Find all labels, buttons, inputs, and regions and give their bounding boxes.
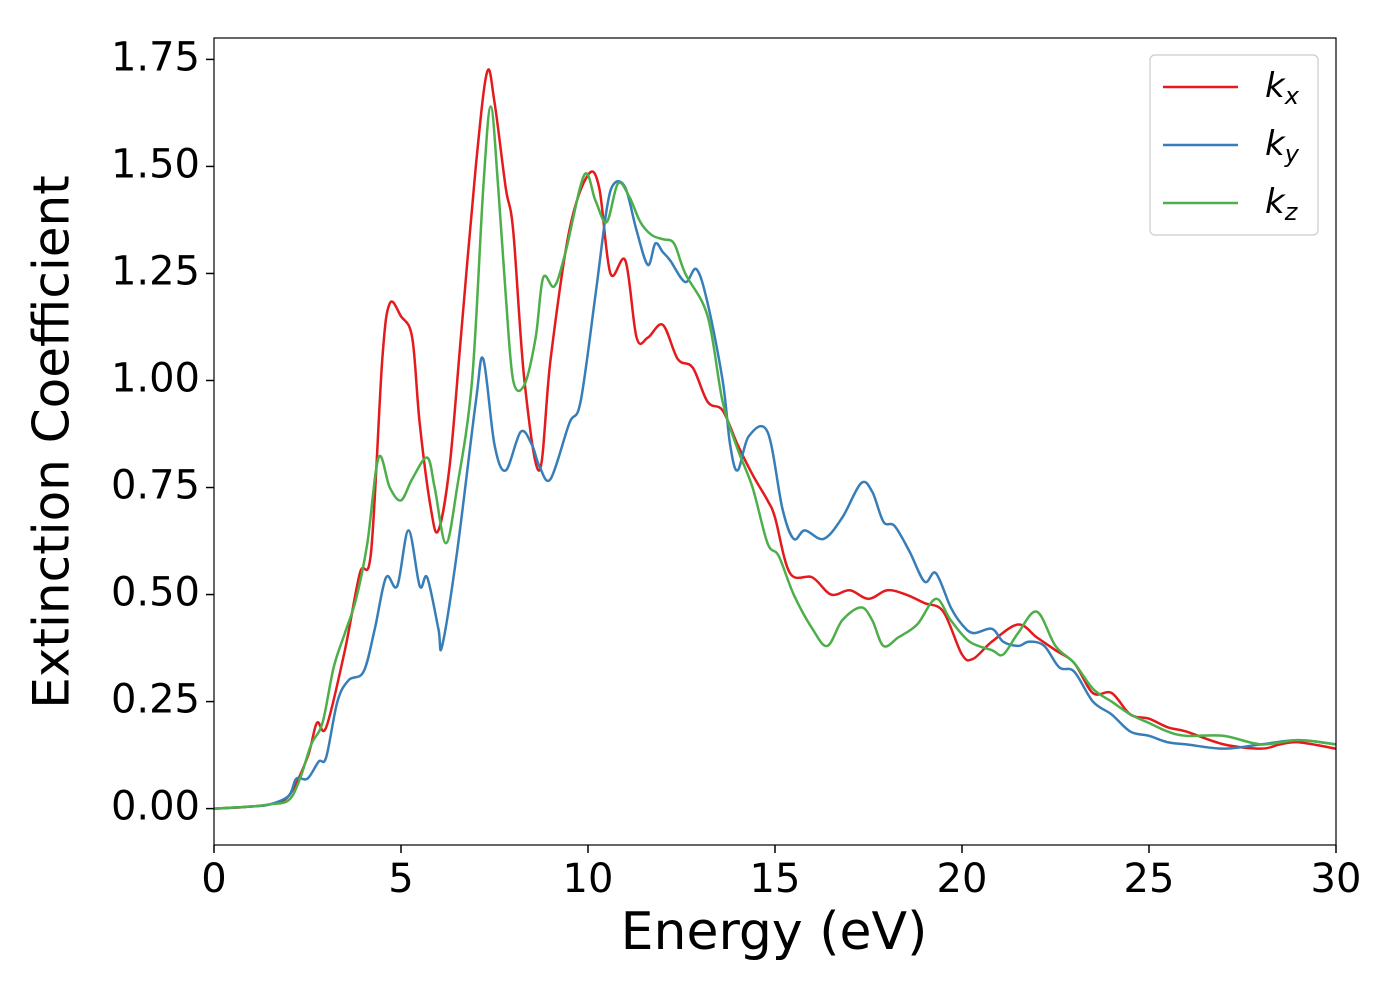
y-tick-label: 0.50 bbox=[111, 570, 200, 616]
y-tick-label: 1.50 bbox=[111, 141, 200, 187]
y-axis-label: Extinction Coefficient bbox=[23, 175, 81, 709]
x-tick-label: 10 bbox=[563, 856, 614, 902]
legend-label: kz bbox=[1265, 182, 1299, 227]
x-tick-label: 15 bbox=[750, 856, 801, 902]
x-tick-label: 5 bbox=[388, 856, 413, 902]
plot-frame bbox=[213, 37, 1337, 846]
y-tick-label: 1.00 bbox=[111, 355, 200, 401]
y-tick-label: 0.75 bbox=[111, 463, 200, 509]
y-tick-label: 0.00 bbox=[111, 784, 200, 830]
y-tick-label: 0.25 bbox=[111, 677, 200, 723]
y-tick-label: 1.25 bbox=[111, 248, 200, 294]
series-line bbox=[214, 180, 1336, 810]
series-line bbox=[214, 68, 1336, 810]
x-tick-label: 25 bbox=[1124, 856, 1175, 902]
series-line bbox=[214, 105, 1336, 810]
legend-label: ky bbox=[1265, 124, 1300, 169]
x-axis-label: Energy (eV) bbox=[621, 902, 928, 962]
x-tick-label: 0 bbox=[201, 856, 226, 902]
legend-label: kx bbox=[1265, 66, 1300, 111]
x-tick-label: 30 bbox=[1311, 856, 1362, 902]
y-tick-label: 1.75 bbox=[111, 34, 200, 80]
x-tick-label: 20 bbox=[937, 856, 988, 902]
